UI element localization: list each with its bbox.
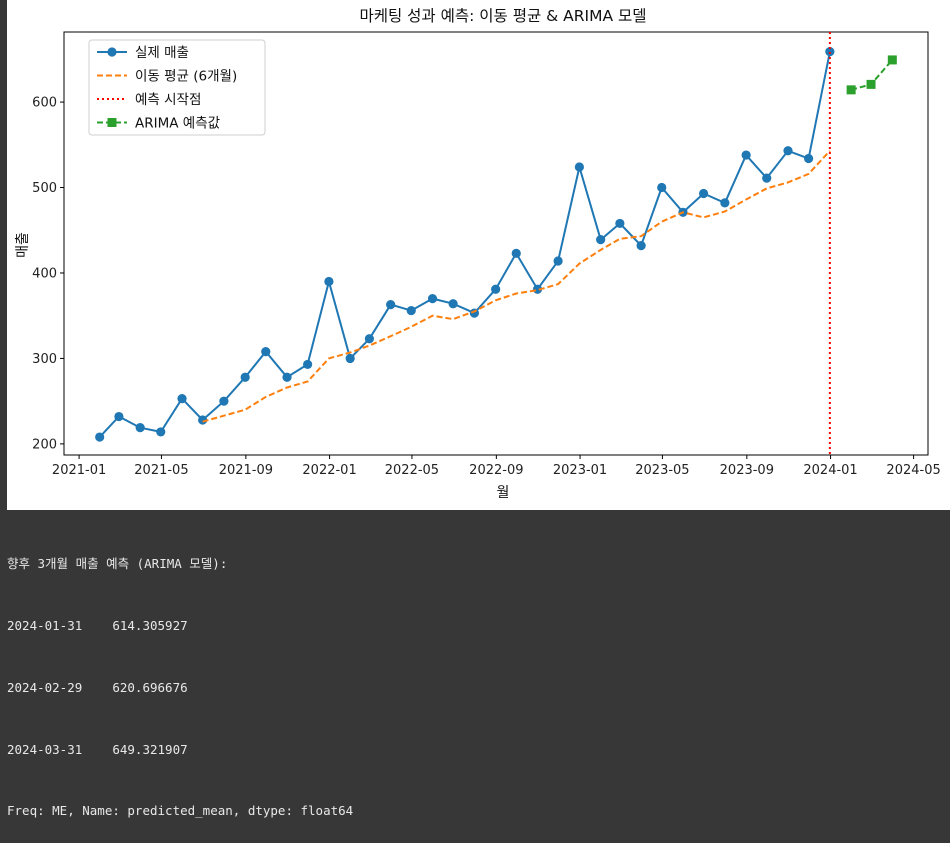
data-point-actual-sales xyxy=(636,241,646,251)
x-tick-label: 2024-05 xyxy=(886,463,940,478)
data-point-actual-sales xyxy=(282,372,292,382)
data-point-actual-sales xyxy=(198,415,208,425)
data-point-actual-sales xyxy=(114,411,124,422)
y-tick-label: 600 xyxy=(32,96,57,111)
legend-label: 실제 매출 xyxy=(135,45,189,61)
data-point-actual-sales xyxy=(574,162,584,172)
data-point-actual-sales xyxy=(469,308,479,318)
x-tick-label: 2021-05 xyxy=(134,463,188,478)
data-point-actual-sales xyxy=(825,47,835,57)
data-point-actual-sales xyxy=(491,284,501,294)
data-point-actual-sales xyxy=(240,372,250,382)
x-tick-label: 2022-01 xyxy=(302,463,356,478)
data-point-actual-sales xyxy=(783,146,793,156)
data-point-actual-sales xyxy=(324,276,334,287)
data-point-arima-forecast xyxy=(846,85,856,95)
data-point-actual-sales xyxy=(406,305,416,316)
x-tick-label: 2023-01 xyxy=(553,463,607,478)
y-tick-label: 300 xyxy=(32,352,57,367)
series-line-moving-average xyxy=(202,150,831,423)
data-point-actual-sales xyxy=(698,188,709,199)
x-axis-label: 월 xyxy=(497,485,510,501)
legend-marker xyxy=(107,118,117,127)
chart-figure: 마케팅 성과 예측: 이동 평균 & ARIMA 모델 월 매출 2021-01… xyxy=(7,0,950,510)
data-point-actual-sales xyxy=(135,423,145,433)
data-point-actual-sales xyxy=(615,218,625,229)
legend-label: ARIMA 예측값 xyxy=(135,116,220,132)
data-point-actual-sales xyxy=(657,182,667,193)
legend-label: 예측 시작점 xyxy=(135,92,201,108)
console-line: 2024-01-31 614.305927 xyxy=(7,617,188,633)
data-point-actual-sales xyxy=(345,353,355,364)
data-point-actual-sales xyxy=(303,359,313,370)
data-point-actual-sales xyxy=(386,300,396,310)
data-point-actual-sales xyxy=(219,396,229,406)
x-tick-label: 2024-01 xyxy=(803,463,857,478)
data-point-actual-sales xyxy=(364,334,374,344)
chart-title: 마케팅 성과 예측: 이동 평균 & ARIMA 모델 xyxy=(359,7,646,25)
x-tick-label: 2023-05 xyxy=(635,463,689,478)
console-line: 향후 3개월 매출 예측 (ARIMA 모델): xyxy=(7,556,228,572)
console-line: 2024-03-31 649.321907 xyxy=(7,741,188,757)
data-point-actual-sales xyxy=(448,299,458,309)
x-tick-label: 2021-01 xyxy=(52,463,106,478)
console-line: Freq: ME, Name: predicted_mean, dtype: f… xyxy=(7,803,354,819)
y-axis-label: 매출 xyxy=(15,232,31,258)
data-point-actual-sales xyxy=(741,150,751,160)
data-point-actual-sales xyxy=(427,294,438,304)
legend-box xyxy=(88,39,266,136)
data-point-actual-sales xyxy=(553,256,563,266)
data-point-actual-sales xyxy=(596,235,606,245)
data-point-actual-sales xyxy=(803,153,814,164)
plot-area: 2021-01 2021-05 2021-09 2022-01 2022-05 2022-… xyxy=(32,31,941,478)
x-tick-label: 2021-09 xyxy=(219,463,273,478)
data-point-actual-sales xyxy=(762,173,772,183)
data-point-actual-sales xyxy=(177,394,187,404)
data-point-arima-forecast xyxy=(866,79,876,89)
x-tick-label: 2023-09 xyxy=(720,463,774,478)
console-line: 2024-02-29 620.696676 xyxy=(7,679,188,695)
chart-svg: 마케팅 성과 예측: 이동 평균 & ARIMA 모델 월 매출 2021-01… xyxy=(15,7,941,501)
data-point-actual-sales xyxy=(720,198,730,208)
y-tick-label: 400 xyxy=(32,266,57,281)
data-point-actual-sales xyxy=(511,248,521,258)
legend-marker xyxy=(107,47,117,57)
data-point-actual-sales xyxy=(156,427,166,437)
console-output: 향후 3개월 매출 예측 (ARIMA 모델): 2024-01-31 614.… xyxy=(0,510,950,818)
data-point-arima-forecast xyxy=(887,55,897,65)
y-tick-label: 500 xyxy=(32,181,57,196)
data-point-actual-sales xyxy=(532,284,543,294)
data-point-actual-sales xyxy=(95,432,105,442)
x-tick-label: 2022-05 xyxy=(385,463,439,478)
x-tick-label: 2022-09 xyxy=(469,463,523,478)
legend-label: 이동 평균 (6개월) xyxy=(135,69,237,85)
data-point-actual-sales xyxy=(261,347,271,357)
y-tick-label: 200 xyxy=(32,437,57,452)
